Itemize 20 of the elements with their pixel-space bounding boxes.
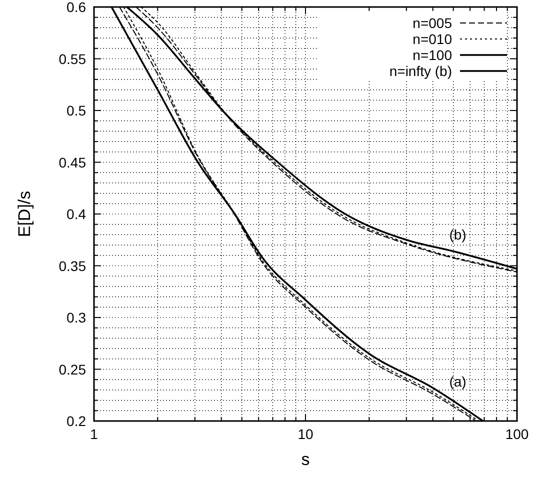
y-axis-title: E[D]/s [15,190,34,238]
y-tick-label: 0.45 [58,154,86,170]
x-tick-label: 10 [298,426,314,442]
y-tick-label: 0.4 [66,206,86,222]
legend-label: n=infty (b) [389,63,452,79]
legend-label: n=005 [412,15,452,31]
x-tick-label: 1 [90,426,98,442]
y-tick-label: 0.5 [66,102,86,118]
legend-label: n=100 [412,47,452,63]
y-tick-label: 0.2 [66,413,86,429]
annotation: (b) [449,226,466,243]
y-tick-label: 0.6 [66,0,86,15]
y-tick-label: 0.25 [58,361,86,378]
legend-label: n=010 [412,31,452,47]
annotation: (a) [449,374,466,390]
x-tick-label: 100 [505,426,529,442]
y-tick-label: 0.35 [58,258,86,274]
y-tick-label: 0.55 [58,50,86,67]
x-axis-title: s [301,450,310,469]
y-tick-label: 0.3 [66,310,86,326]
